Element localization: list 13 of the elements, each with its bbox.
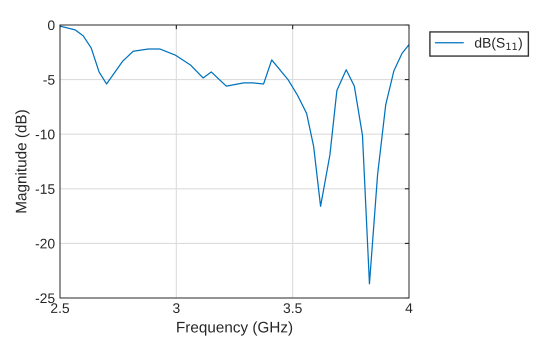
y-tick-label: -20 (36, 238, 55, 249)
x-tick-label: 2.5 (51, 303, 70, 314)
x-axis-title: Frequency (GHz) (177, 321, 292, 336)
y-tick-label: -25 (36, 293, 55, 304)
x-tick-label: 4 (405, 303, 412, 313)
x-tick-label: 3.5 (284, 303, 302, 314)
y-tick-label: -10 (36, 130, 55, 140)
y-tick-label: -5 (43, 75, 55, 85)
y-tick-label: -15 (36, 184, 55, 194)
x-tick-label: 3 (173, 303, 180, 314)
y-axis-title: Magnitude (dB) (15, 110, 30, 212)
legend-label: dB(S$_{11}$) (474, 38, 522, 50)
y-tick-label: 0 (48, 20, 55, 30)
